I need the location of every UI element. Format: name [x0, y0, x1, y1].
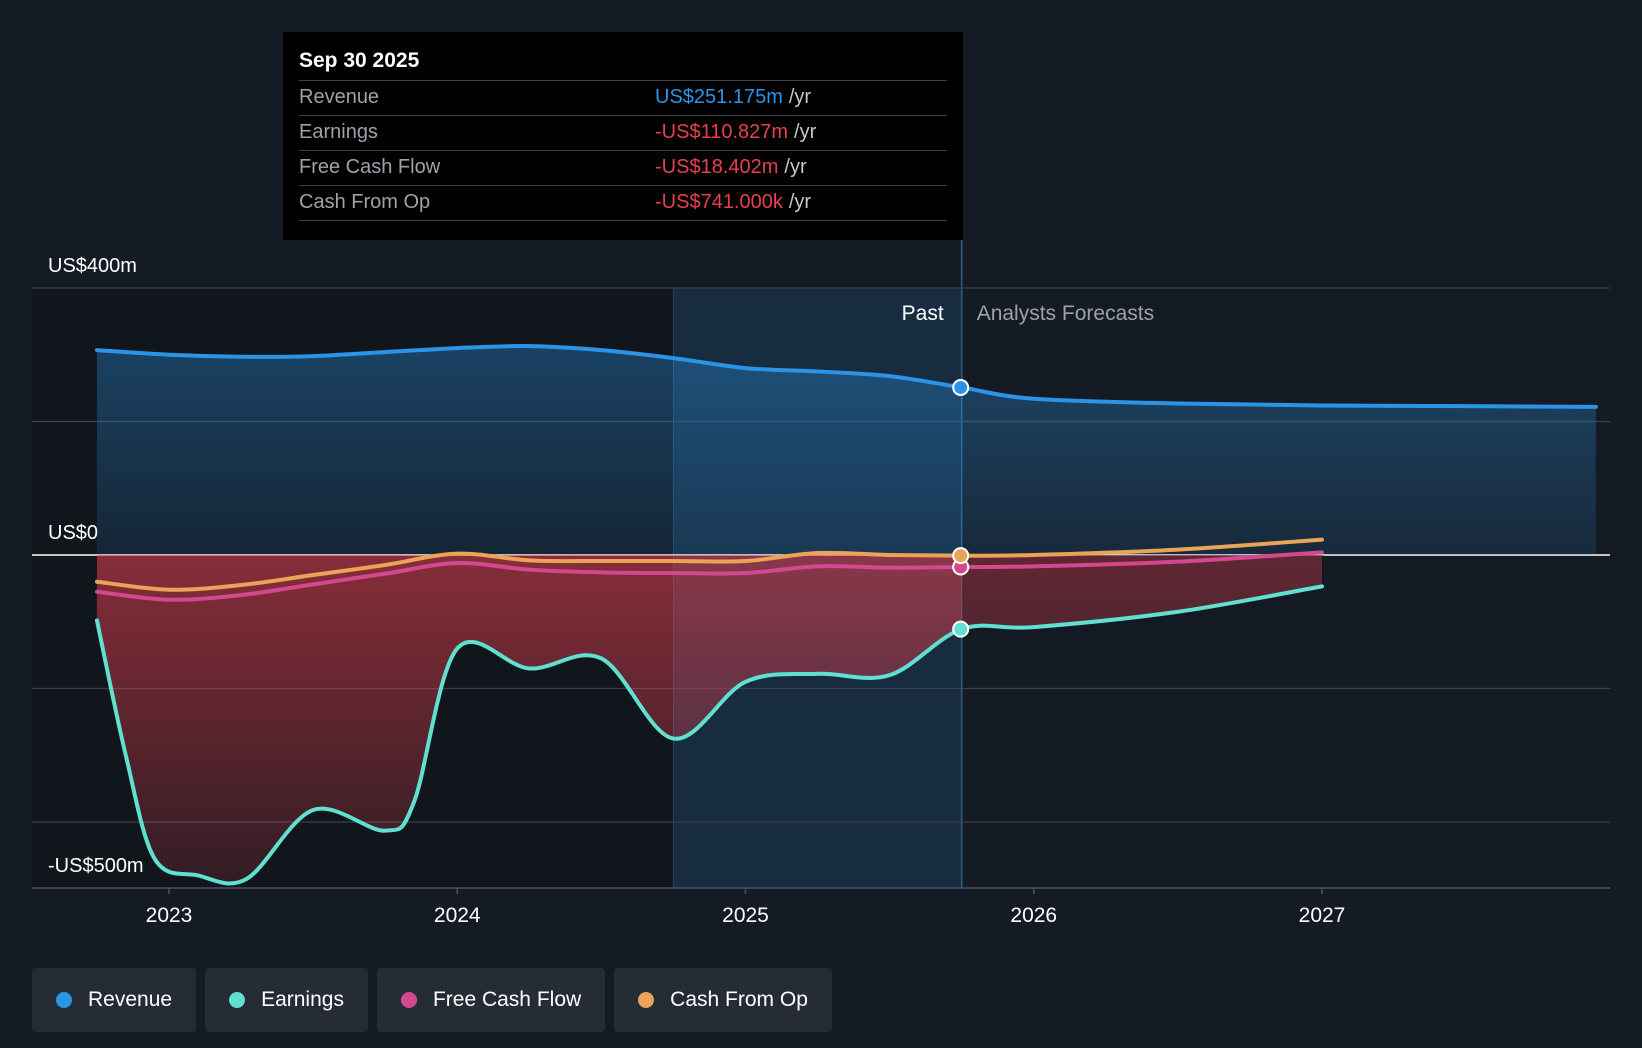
tooltip-value: -US$18.402m: [655, 156, 779, 178]
tooltip-value: US$251.175m: [655, 86, 783, 108]
legend-item-earnings[interactable]: Earnings: [205, 968, 368, 1032]
tooltip-date: Sep 30 2025: [299, 49, 420, 72]
tooltip-label: Revenue: [299, 86, 380, 108]
y-label-zero: US$0: [48, 522, 98, 544]
tooltip-label: Earnings: [299, 121, 378, 143]
tooltip-unit: /yr: [784, 156, 807, 178]
earnings-area: [96, 555, 1322, 884]
tooltip-row: Free Cash Flow -US$18.402m/yr: [299, 150, 947, 185]
x-tick-label: 2025: [722, 904, 769, 927]
legend-item-cash-from-op[interactable]: Cash From Op: [614, 968, 832, 1032]
x-tick-label: 2023: [146, 904, 193, 927]
legend-label: Revenue: [88, 988, 173, 1011]
legend-item-revenue[interactable]: Revenue: [32, 968, 197, 1032]
marker-revenue: [952, 378, 970, 396]
x-tick-label: 2026: [1010, 904, 1057, 927]
tooltip-row: Cash From Op -US$741.000k/yr: [299, 185, 947, 221]
tooltip-unit: /yr: [794, 121, 817, 143]
legend-dot-icon: [400, 992, 417, 1008]
legend-dot-icon: [229, 992, 246, 1008]
tooltip-label: Free Cash Flow: [299, 156, 441, 178]
legend-item-free-cash-flow[interactable]: Free Cash Flow: [376, 968, 606, 1032]
tooltip-row: Revenue US$251.175m/yr: [299, 80, 947, 115]
tooltip-unit: /yr: [788, 191, 812, 213]
revenue-area: [96, 346, 1596, 555]
legend-label: Free Cash Flow: [432, 988, 582, 1011]
series-line-cash-from-op: [94, 537, 1324, 592]
y-label-bottom: -US$500m: [48, 855, 144, 877]
legend-dot-icon: [56, 992, 72, 1008]
forecast-label: Analysts Forecasts: [977, 302, 1154, 325]
tooltip-value: -US$110.827m: [655, 121, 789, 143]
past-label: Past: [902, 302, 944, 325]
marker-earnings: [952, 620, 970, 638]
legend-label: Earnings: [261, 988, 344, 1011]
series-line-earnings: [94, 584, 1324, 886]
x-tick-label: 2024: [434, 904, 481, 927]
legend: Revenue Earnings Free Cash Flow Cash From O…: [32, 968, 832, 1032]
x-tick-label: 2027: [1299, 904, 1346, 927]
tooltip-unit: /yr: [788, 86, 812, 108]
legend-dot-icon: [638, 992, 655, 1008]
tooltip: Sep 30 2025 Revenue US$251.175m/yr Earning…: [283, 32, 963, 240]
tooltip-label: Cash From Op: [299, 191, 431, 213]
series-line-revenue: [94, 344, 1598, 409]
tooltip-value: -US$741.000k: [655, 191, 783, 213]
series-line-free-cash-flow: [94, 550, 1324, 602]
legend-label: Cash From Op: [670, 988, 808, 1011]
y-label-top: US$400m: [48, 255, 137, 277]
marker-cash-from-op: [952, 547, 970, 565]
tooltip-row: Earnings -US$110.827m/yr: [299, 115, 947, 150]
